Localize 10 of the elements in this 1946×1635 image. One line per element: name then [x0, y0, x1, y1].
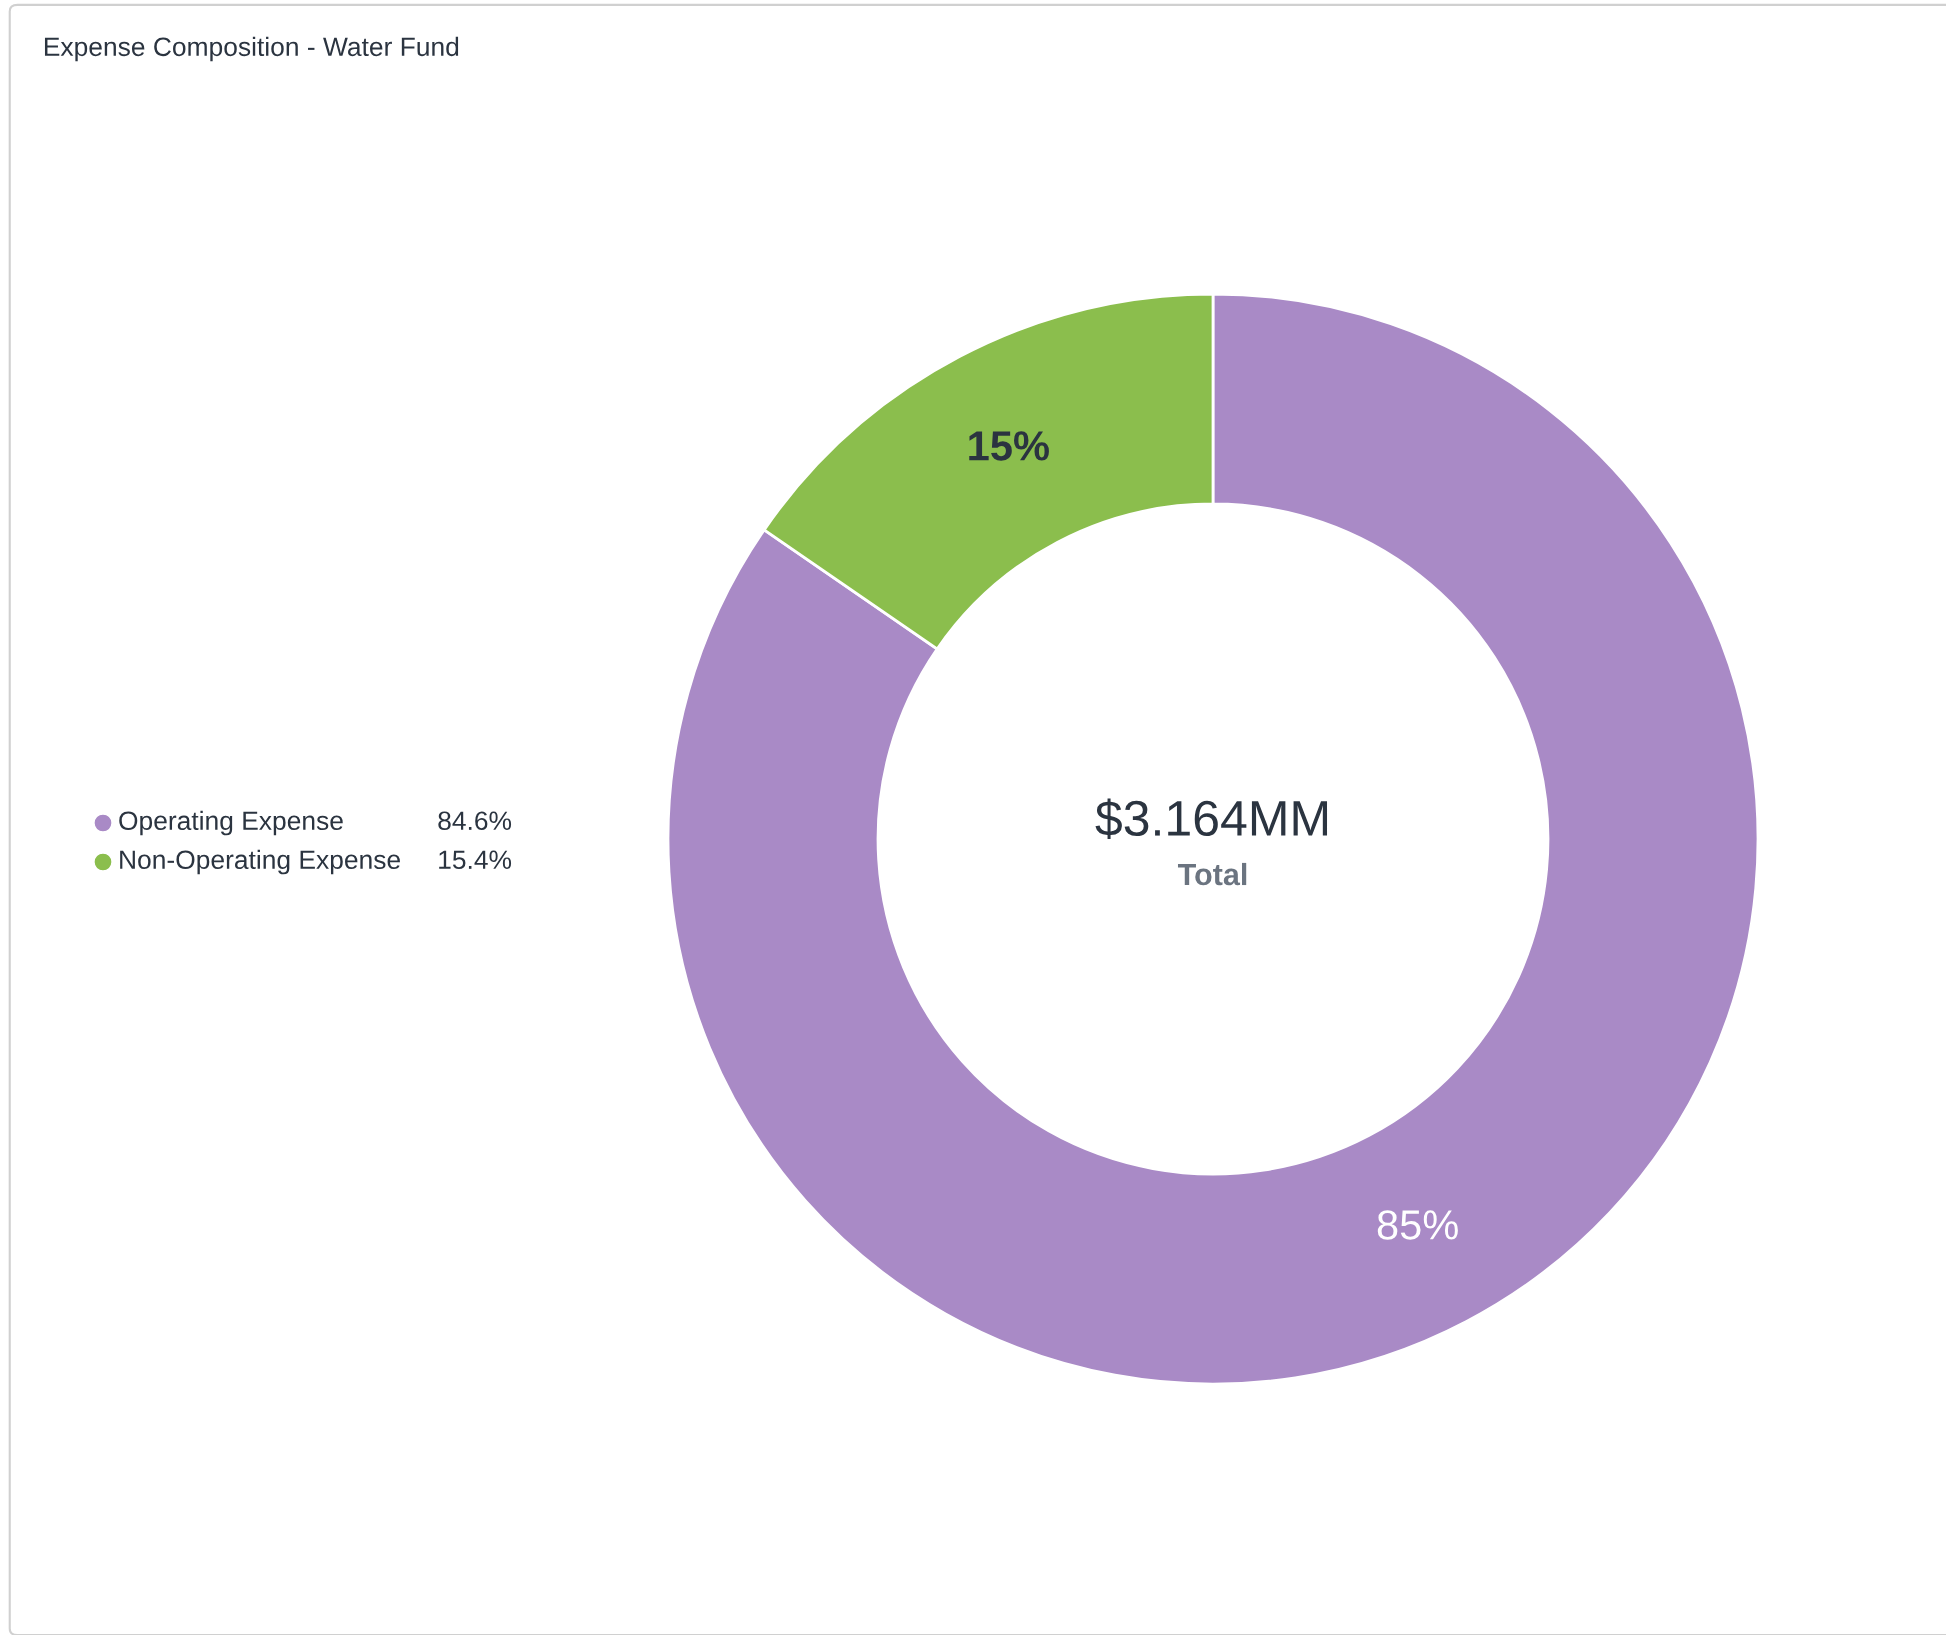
donut-slice: [666, 292, 1760, 1386]
legend-label: Operating Expense: [119, 810, 343, 836]
text: 84.6%: [438, 811, 512, 831]
legend-label: Non-Operating Expense: [120, 849, 400, 875]
text: Total: [1177, 862, 1247, 886]
chart-title: Expense Composition - Water Fund: [44, 36, 459, 62]
data-label: 85%: [1377, 1210, 1458, 1240]
data-label: 15%: [969, 431, 1049, 461]
text: $3.164MM: [1095, 798, 1328, 840]
text: 15.4%: [439, 850, 512, 870]
